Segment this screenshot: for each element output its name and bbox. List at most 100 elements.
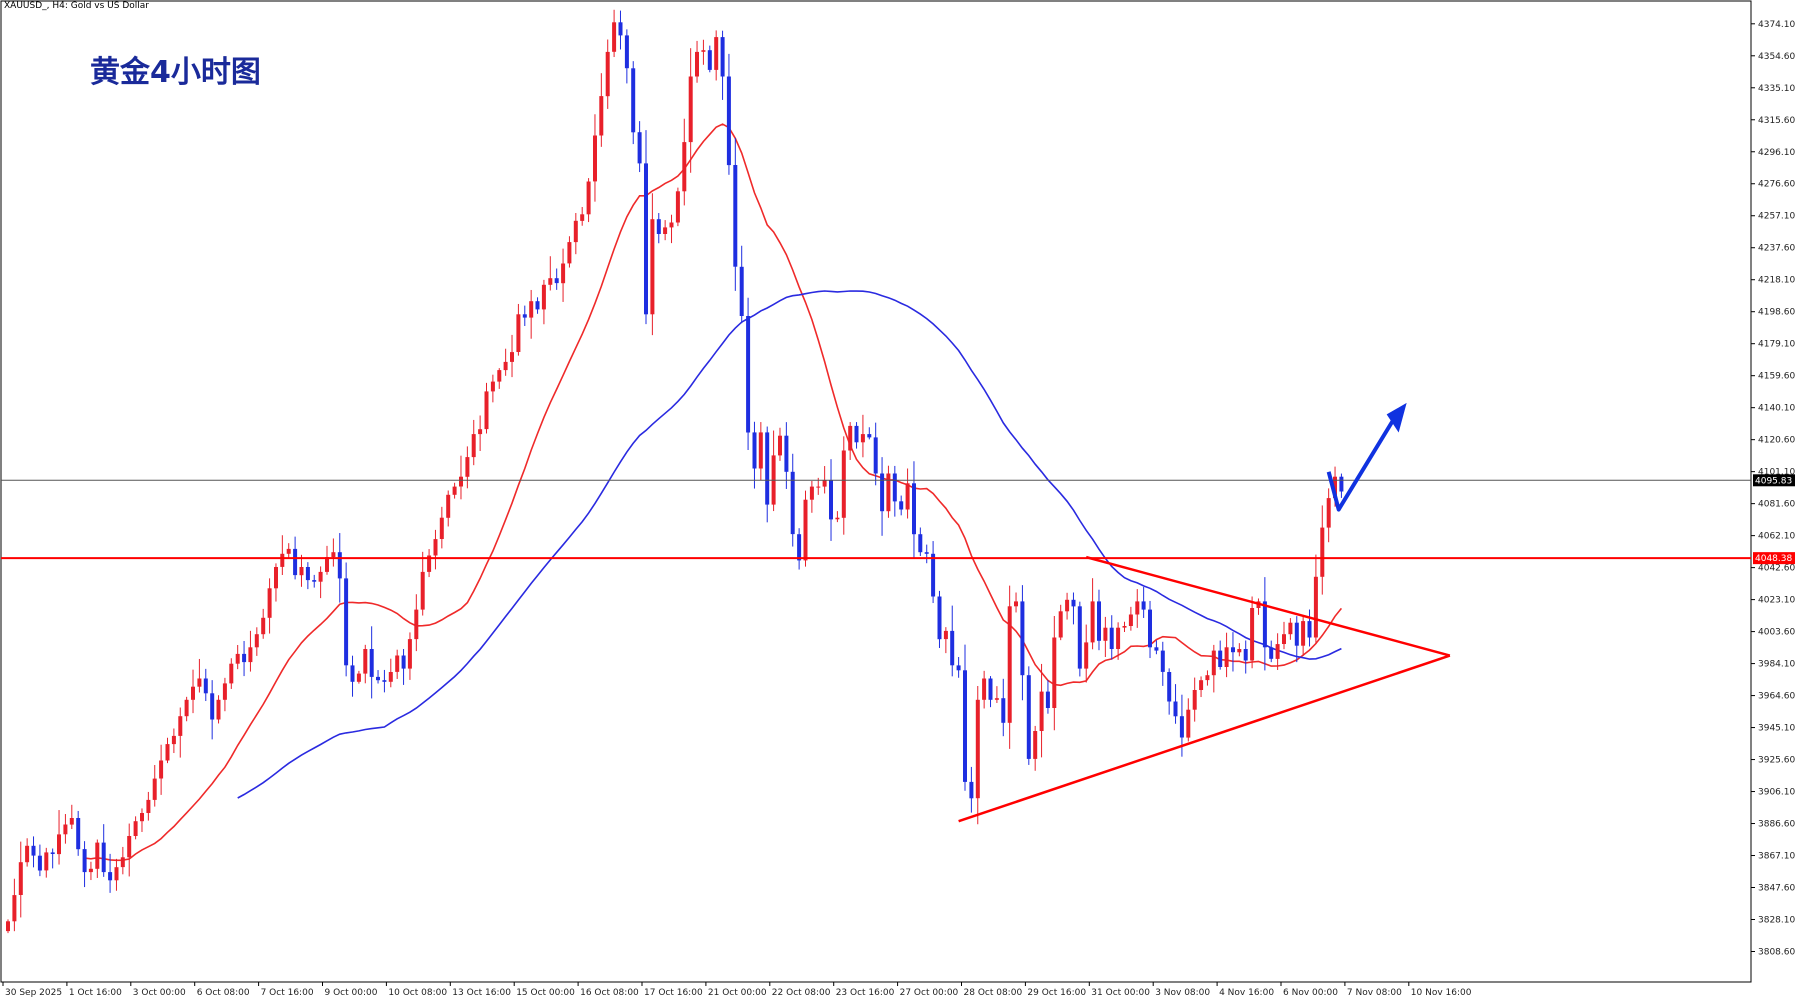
candle-body bbox=[899, 501, 904, 510]
candle-body bbox=[1243, 649, 1248, 661]
x-tick-label: 13 Oct 16:00 bbox=[452, 988, 511, 998]
candle-body bbox=[707, 50, 712, 70]
x-tick-label: 7 Oct 16:00 bbox=[261, 988, 314, 998]
candle-body bbox=[452, 486, 457, 495]
y-axis: 4374.10 4354.60 4335.10 4315.60 4296.10 4276.… bbox=[1751, 20, 1795, 957]
candle-body bbox=[963, 670, 967, 782]
candle-body bbox=[1333, 476, 1337, 498]
trend-arrow-head bbox=[1386, 402, 1407, 433]
candle-body bbox=[612, 22, 617, 52]
candle-body bbox=[650, 219, 655, 315]
candle-body bbox=[644, 163, 648, 315]
candle-body bbox=[529, 301, 534, 318]
candle-body bbox=[1084, 642, 1089, 669]
candle-body bbox=[286, 548, 291, 554]
candle-body bbox=[586, 181, 591, 215]
chart-title: 黄金4小时图 bbox=[90, 55, 261, 90]
candle-body bbox=[471, 434, 476, 458]
y-tick-label: 4042.60 bbox=[1758, 564, 1795, 574]
candle-body bbox=[210, 693, 215, 720]
plot-area bbox=[0, 0, 1752, 983]
candle-body bbox=[943, 630, 948, 640]
y-tick-label: 4374.10 bbox=[1758, 20, 1795, 30]
candle-body bbox=[1294, 622, 1299, 646]
candle-body bbox=[1313, 576, 1318, 638]
candle-body bbox=[1071, 599, 1076, 607]
y-tick-label: 4179.10 bbox=[1758, 340, 1795, 350]
candle-body bbox=[18, 862, 23, 895]
candle-body bbox=[101, 842, 106, 873]
candle-body bbox=[956, 665, 961, 671]
candle-body bbox=[1026, 675, 1031, 759]
candle-body bbox=[37, 855, 42, 871]
candle-body bbox=[427, 555, 432, 572]
candle-body bbox=[1199, 680, 1204, 690]
y-tick-label: 4159.60 bbox=[1758, 372, 1795, 382]
candle-body bbox=[318, 571, 323, 582]
candle-body bbox=[765, 432, 770, 505]
candle-body bbox=[50, 852, 55, 854]
candle-body bbox=[146, 799, 151, 813]
candle-body bbox=[1077, 606, 1082, 669]
candle-body bbox=[171, 735, 176, 745]
y-tick-label: 3964.60 bbox=[1758, 692, 1795, 702]
y-tick-label: 3867.10 bbox=[1758, 852, 1795, 862]
candle-body bbox=[1001, 698, 1006, 723]
candle-body bbox=[1045, 691, 1050, 708]
candle-body bbox=[624, 35, 629, 69]
candle-body bbox=[152, 778, 157, 800]
candle-body bbox=[1262, 601, 1267, 648]
candle-body bbox=[293, 548, 298, 576]
candle-body bbox=[1179, 716, 1184, 738]
candle-body bbox=[618, 22, 623, 36]
candle-body bbox=[969, 781, 974, 799]
candle-body bbox=[975, 699, 980, 799]
candle-body bbox=[848, 425, 853, 451]
candle-body bbox=[1007, 606, 1012, 723]
candle-body bbox=[114, 867, 119, 881]
y-tick-label: 4062.10 bbox=[1758, 532, 1795, 542]
candle-body bbox=[459, 476, 463, 487]
candle-body bbox=[1288, 622, 1293, 635]
candle-body bbox=[822, 480, 827, 487]
candle-body bbox=[344, 578, 349, 666]
candle-body bbox=[1237, 649, 1242, 653]
candle-body bbox=[222, 683, 227, 700]
y-tick-label: 4081.60 bbox=[1758, 500, 1795, 510]
candle-body bbox=[1148, 609, 1152, 648]
candle-body bbox=[484, 391, 489, 430]
candle-body bbox=[790, 471, 795, 535]
candle-body bbox=[127, 836, 132, 858]
horizontal-line-tag-box bbox=[1753, 552, 1795, 565]
x-tick-label: 15 Oct 00:00 bbox=[516, 988, 575, 998]
candle-body bbox=[337, 552, 342, 579]
candle-body bbox=[274, 567, 278, 589]
candle-body bbox=[235, 653, 240, 664]
candle-body bbox=[1307, 621, 1312, 638]
candle-body bbox=[178, 716, 183, 736]
y-tick-label: 3984.10 bbox=[1758, 660, 1795, 670]
candle-body bbox=[567, 242, 572, 264]
candle-body bbox=[159, 760, 164, 779]
y-tick-label: 4003.60 bbox=[1758, 628, 1795, 638]
candle-body bbox=[248, 647, 253, 663]
x-tick-label: 23 Oct 16:00 bbox=[836, 988, 895, 998]
candle-body bbox=[1020, 601, 1025, 676]
candle-body bbox=[892, 473, 897, 502]
candle-body bbox=[829, 480, 833, 520]
trend-arrow-line bbox=[1326, 410, 1401, 512]
candle-body bbox=[982, 678, 987, 700]
candle-body bbox=[478, 429, 483, 435]
candle-body bbox=[835, 517, 840, 520]
candle-body bbox=[593, 135, 597, 182]
candle-body bbox=[1224, 647, 1229, 667]
candle-body bbox=[714, 37, 719, 70]
x-tick-label: 3 Nov 08:00 bbox=[1155, 988, 1210, 998]
candle-body bbox=[312, 580, 317, 582]
candle-body bbox=[229, 663, 234, 684]
candle-body bbox=[803, 499, 808, 561]
candle-body bbox=[299, 567, 304, 576]
candle-body bbox=[726, 76, 731, 166]
candle-body bbox=[165, 744, 170, 761]
